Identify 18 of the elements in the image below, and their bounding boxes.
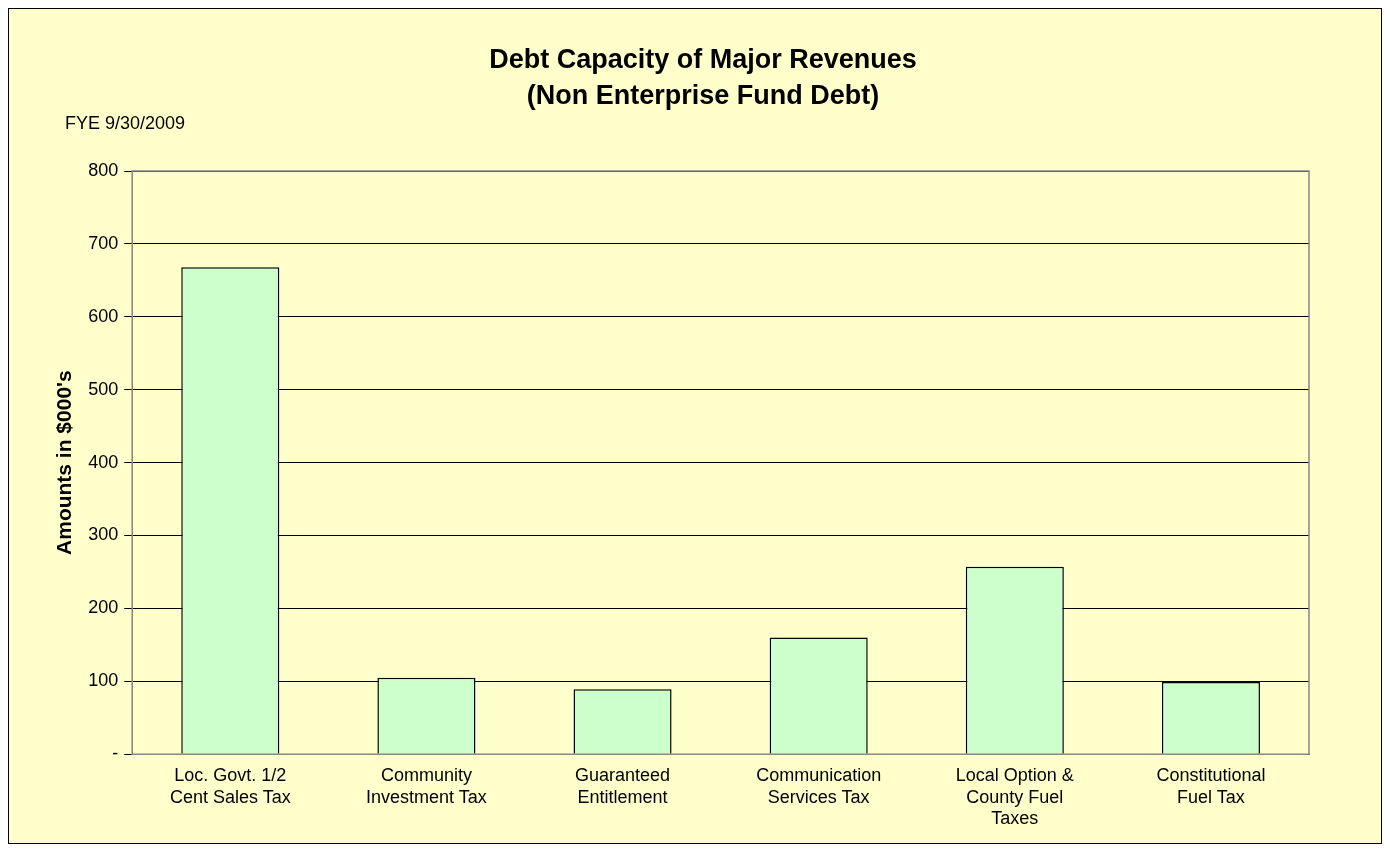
x-tick-label: Communication Services Tax	[756, 764, 882, 807]
x-tick-label: Constitutional Fuel Tax	[1156, 764, 1266, 807]
x-tick-label: Loc. Govt. 1/2 Cent Sales Tax	[169, 764, 291, 807]
x-tick-label: Guaranteed Entitlement	[575, 764, 671, 807]
y-tick-label: 800	[88, 159, 119, 180]
y-axis-title: Amounts in $000's	[52, 370, 76, 555]
y-tick-label: 300	[88, 524, 119, 545]
y-tick-label: -	[112, 743, 119, 764]
y-tick-label: 400	[88, 451, 119, 472]
chart-subtitle: FYE 9/30/2009	[65, 112, 186, 133]
y-tick-label: 700	[88, 232, 119, 253]
chart-title: Debt Capacity of Major Revenues (Non Enterprise Fund Debt)	[489, 44, 917, 111]
y-tick-label: 500	[88, 378, 119, 399]
y-tick-label: 100	[88, 670, 119, 691]
x-tick-label: Local Option & County Fuel Taxes	[955, 764, 1074, 829]
y-tick-label: 200	[88, 597, 119, 618]
x-tick-label: Community Investment Tax	[366, 764, 487, 807]
y-tick-label: 600	[88, 305, 119, 326]
